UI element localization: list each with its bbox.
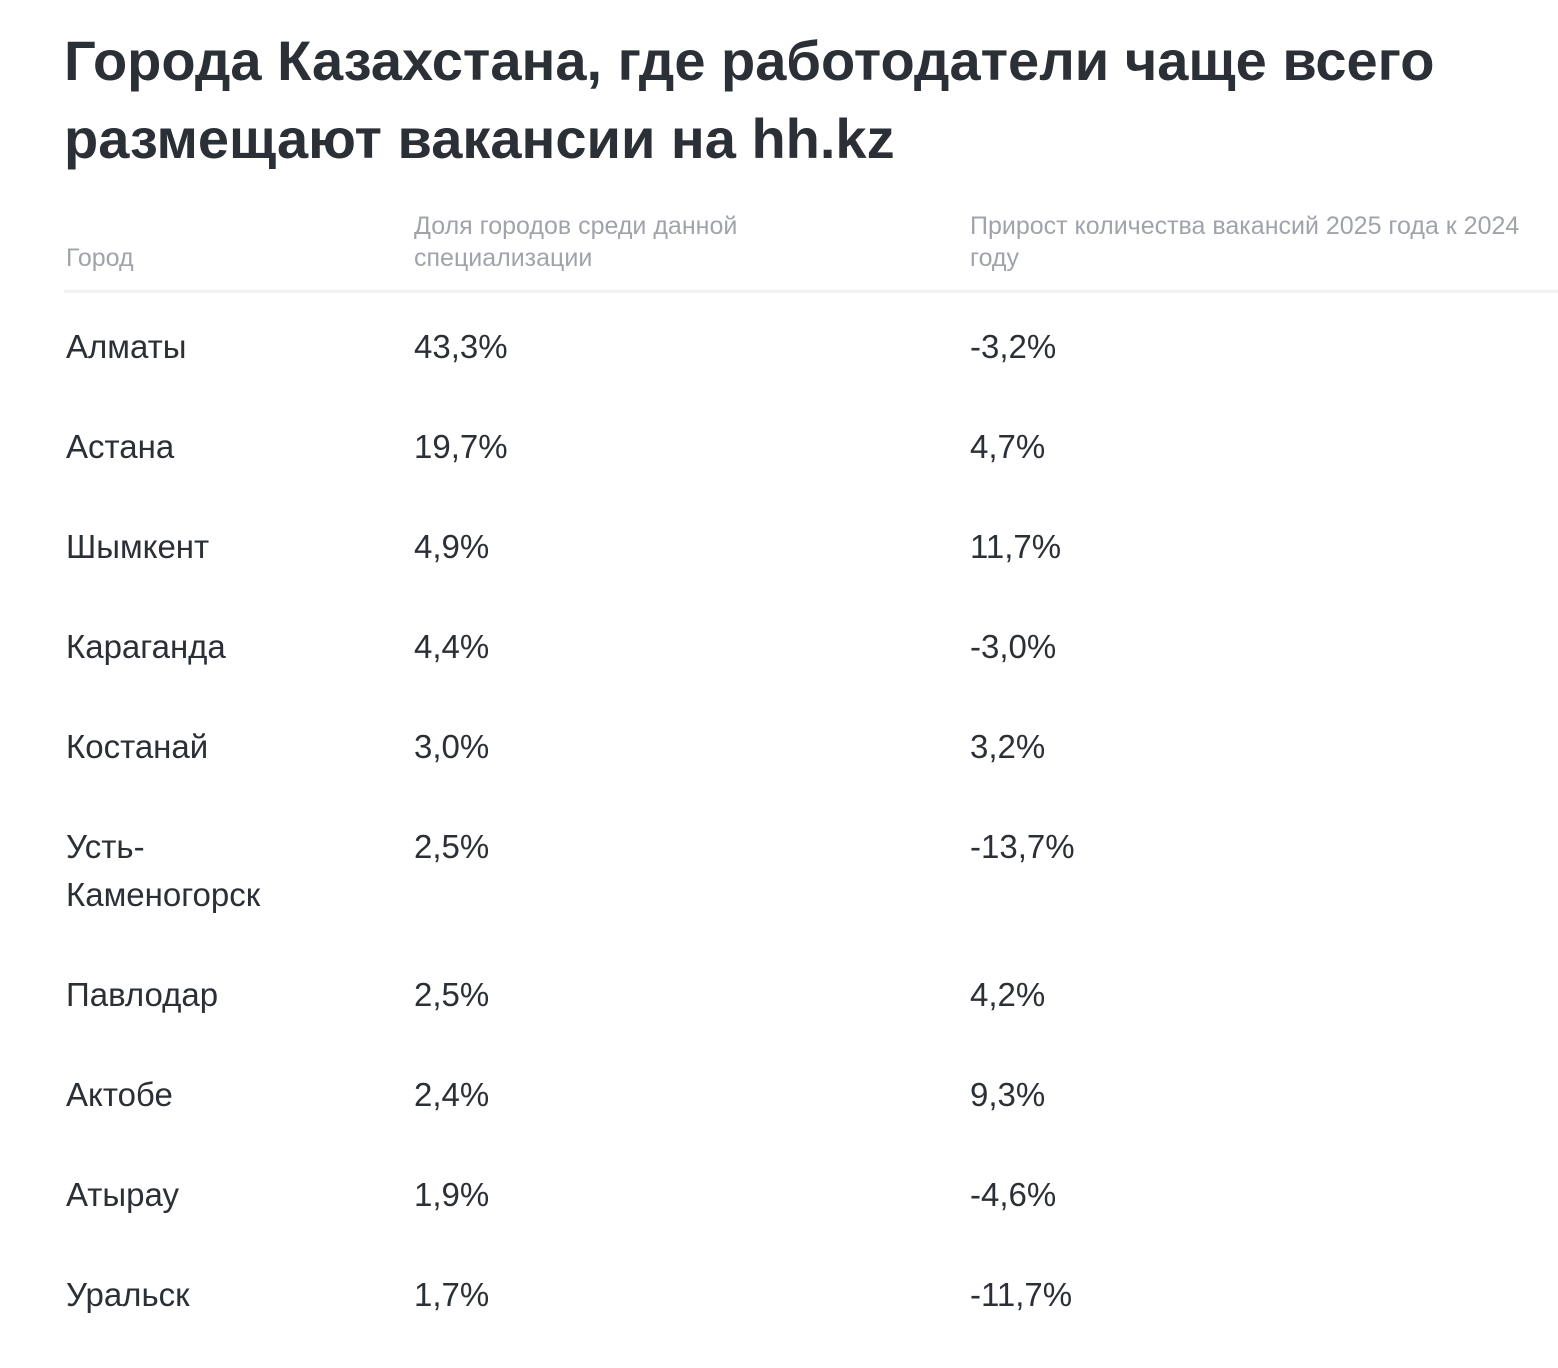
table-body: Алматы 43,3% -3,2% Астана 19,7% 4,7% Шым… — [64, 293, 1558, 1341]
growth-cell: 9,3% — [970, 1076, 1046, 1113]
table-row: Алматы 43,3% -3,2% — [64, 293, 1558, 393]
cities-table: Город Доля городов среди данной специали… — [64, 204, 1558, 1341]
growth-cell: -3,0% — [970, 628, 1057, 665]
share-cell: 4,9% — [414, 528, 490, 565]
city-cell: Актобе — [66, 1076, 173, 1113]
table-row: Астана 19,7% 4,7% — [64, 393, 1558, 493]
growth-cell: -4,6% — [970, 1176, 1057, 1213]
table-row: Усть-Каменогорск 2,5% -13,7% — [64, 793, 1558, 941]
column-header-city: Город — [66, 244, 134, 272]
city-cell: Астана — [66, 428, 175, 465]
column-header-share: Доля городов среди данной специализации — [414, 212, 738, 272]
table-row: Шымкент 4,9% 11,7% — [64, 493, 1558, 593]
city-cell: Алматы — [66, 328, 187, 365]
city-cell: Шымкент — [66, 528, 210, 565]
table-row: Актобе 2,4% 9,3% — [64, 1041, 1558, 1141]
growth-cell: -13,7% — [970, 828, 1075, 865]
share-cell: 1,7% — [414, 1276, 490, 1313]
share-cell: 1,9% — [414, 1176, 490, 1213]
share-cell: 4,4% — [414, 628, 490, 665]
share-cell: 43,3% — [414, 328, 508, 365]
share-cell: 2,4% — [414, 1076, 490, 1113]
column-header-growth: Прирост количества вакансий 2025 года к … — [970, 212, 1520, 272]
city-cell: Усть-Каменогорск — [66, 828, 261, 913]
table-row: Караганда 4,4% -3,0% — [64, 593, 1558, 693]
city-cell: Уральск — [66, 1276, 190, 1313]
growth-cell: -3,2% — [970, 328, 1057, 365]
growth-cell: 4,2% — [970, 976, 1046, 1013]
table-row: Павлодар 2,5% 4,2% — [64, 941, 1558, 1041]
growth-cell: 4,7% — [970, 428, 1046, 465]
share-cell: 3,0% — [414, 728, 490, 765]
share-cell: 2,5% — [414, 828, 490, 865]
page-title: Города Казахстана, где работодатели чаще… — [64, 29, 1435, 170]
city-cell: Павлодар — [66, 976, 219, 1013]
city-cell: Атырау — [66, 1176, 179, 1213]
city-cell: Костанай — [66, 728, 209, 765]
growth-cell: 11,7% — [970, 528, 1062, 565]
share-cell: 2,5% — [414, 976, 490, 1013]
table-row: Атырау 1,9% -4,6% — [64, 1141, 1558, 1241]
share-cell: 19,7% — [414, 428, 508, 465]
table-row: Костанай 3,0% 3,2% — [64, 693, 1558, 793]
city-cell: Караганда — [66, 628, 226, 665]
table-row: Уральск 1,7% -11,7% — [64, 1241, 1558, 1341]
growth-cell: 3,2% — [970, 728, 1046, 765]
table-header-row: Город Доля городов среди данной специали… — [64, 204, 1558, 293]
growth-cell: -11,7% — [970, 1276, 1073, 1313]
